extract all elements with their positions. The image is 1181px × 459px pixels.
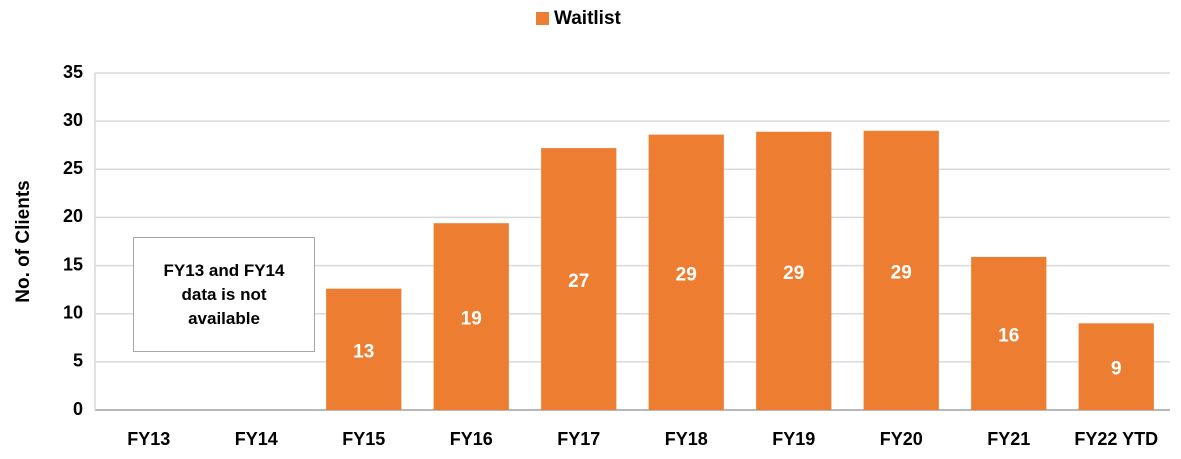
x-tick-label: FY17 <box>557 429 600 449</box>
bar <box>863 130 939 410</box>
y-tick-label: 35 <box>63 62 83 82</box>
y-tick-label: 25 <box>63 158 83 178</box>
bar <box>1078 323 1154 410</box>
y-tick-label: 15 <box>63 254 83 274</box>
x-tick-label: FY22 YTD <box>1074 429 1158 449</box>
data-label: 29 <box>783 263 804 284</box>
y-tick-label: 30 <box>63 110 83 130</box>
x-tick-label: FY20 <box>880 429 923 449</box>
data-label: 19 <box>461 309 482 330</box>
annotation: FY13 and FY14 data is not available <box>133 237 315 352</box>
y-tick-label: 20 <box>63 206 83 226</box>
x-tick-label: FY18 <box>665 429 708 449</box>
x-tick-label: FY15 <box>342 429 385 449</box>
legend-swatch <box>536 12 549 25</box>
data-label: 29 <box>891 262 912 283</box>
y-tick-label: 5 <box>73 351 83 371</box>
data-label: 16 <box>998 325 1019 346</box>
bar <box>326 288 402 410</box>
legend-label: Waitlist <box>554 8 622 29</box>
x-tick-label: FY14 <box>235 429 278 449</box>
bar <box>971 256 1047 410</box>
bar <box>433 223 509 410</box>
x-tick-label: FY13 <box>127 429 170 449</box>
data-label: 13 <box>353 341 374 362</box>
data-label: 29 <box>676 264 697 285</box>
bar <box>756 131 832 410</box>
bar <box>648 134 724 410</box>
data-label: 9 <box>1111 359 1122 380</box>
data-label: 27 <box>568 271 589 292</box>
x-tick-label: FY21 <box>987 429 1030 449</box>
y-tick-label: 0 <box>73 399 83 419</box>
bar <box>541 148 617 411</box>
y-axis-title: No. of Clients <box>13 180 34 302</box>
x-tick-label: FY19 <box>772 429 815 449</box>
y-tick-label: 10 <box>63 302 83 322</box>
x-tick-label: FY16 <box>450 429 493 449</box>
